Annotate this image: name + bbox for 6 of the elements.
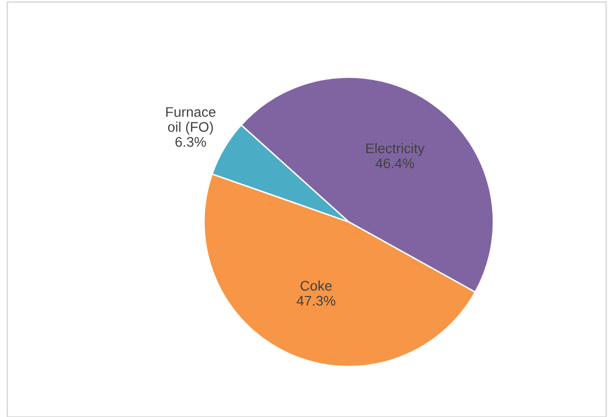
- slice-label: Coke: [300, 280, 332, 291]
- data-label: 46.4%: [376, 158, 414, 168]
- slice-label: Electricity: [366, 143, 425, 156]
- data-label: 47.3%: [296, 296, 336, 306]
- slice-label: Furnace oil (FO): [166, 107, 216, 135]
- data-label: 6.3%: [175, 136, 206, 147]
